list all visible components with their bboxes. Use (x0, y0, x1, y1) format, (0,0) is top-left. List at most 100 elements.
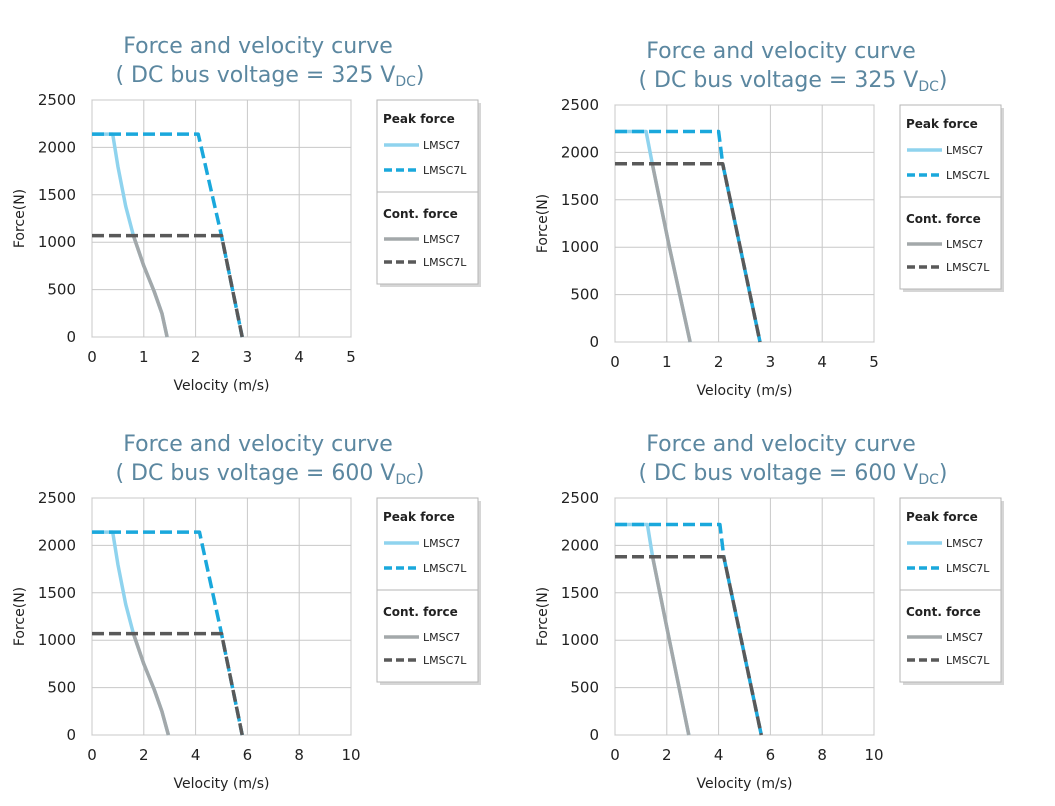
x-tick-label: 6 (766, 746, 776, 764)
y-tick-label: 0 (589, 726, 599, 744)
chart-panel-600v-lmsc7-a: Force and velocity curve ( DC bus voltage… (0, 398, 527, 801)
x-axis-label: Velocity (m/s) (174, 776, 270, 792)
title-voltage-subscript: DC (918, 472, 939, 488)
y-tick-label: 1500 (561, 191, 599, 209)
x-tick-label: 8 (294, 746, 304, 764)
chart-600v-a: Force and velocity curve ( DC bus voltage… (12, 432, 481, 792)
legend-cont-heading: Cont. force (383, 605, 458, 619)
chart-600v-b: Force and velocity curve ( DC bus voltage… (535, 432, 1004, 792)
x-tick-label: 8 (817, 746, 827, 764)
chart-title-line2: ( DC bus voltage = 600 VDC) (115, 461, 424, 488)
x-tick-label: 4 (714, 746, 724, 764)
series-line-cont-force-lmsc7 (131, 633, 171, 736)
series-line-cont-force-lmsc7 (131, 235, 169, 338)
y-tick-label: 2500 (561, 489, 599, 507)
y-tick-label: 2500 (38, 91, 76, 109)
chart-title-line1: Force and velocity curve (123, 432, 393, 457)
chart-panel-600v-lmsc7-b: Force and velocity curve ( DC bus voltage… (523, 398, 1050, 801)
x-tick-label: 4 (294, 348, 304, 366)
y-tick-label: 2500 (561, 96, 599, 114)
title-close-paren: ) (416, 63, 425, 88)
x-axis-label: Velocity (m/s) (697, 776, 793, 792)
x-tick-label: 10 (341, 746, 360, 764)
legend-peak-item-lmsc7l: LMSC7L (946, 562, 990, 575)
x-tick-label: 1 (139, 348, 149, 366)
y-tick-label: 1500 (38, 186, 76, 204)
y-tick-label: 1000 (561, 238, 599, 256)
chart-325v-b: Force and velocity curve ( DC bus voltage… (535, 39, 1004, 399)
y-tick-label: 500 (47, 679, 76, 697)
y-tick-label: 0 (589, 333, 599, 351)
legend-peak-item-lmsc7l: LMSC7L (423, 164, 467, 177)
y-tick-label: 1000 (38, 233, 76, 251)
y-tick-label: 1500 (561, 584, 599, 602)
y-tick-label: 500 (570, 679, 599, 697)
chart-title-line2: ( DC bus voltage = 325 VDC) (115, 63, 424, 90)
x-tick-label: 0 (610, 746, 620, 764)
x-tick-label: 2 (139, 746, 149, 764)
plot-frame (614, 497, 875, 736)
legend-peak-heading: Peak force (383, 112, 455, 126)
title-close-paren: ) (416, 461, 425, 486)
y-tick-label: 500 (47, 281, 76, 299)
legend-cont-item-lmsc7l: LMSC7L (423, 256, 467, 269)
y-tick-label: 0 (66, 328, 76, 346)
chart-title-line2: ( DC bus voltage = 325 VDC) (638, 68, 947, 95)
x-tick-label: 2 (191, 348, 201, 366)
legend-peak-heading: Peak force (906, 510, 978, 524)
series-line-cont-force-lmsc7l (92, 631, 244, 736)
x-tick-label: 0 (610, 353, 620, 371)
legend-cont-item-lmsc7l: LMSC7L (423, 654, 467, 667)
y-axis-label: Force(N) (12, 587, 28, 646)
chart-title-line1: Force and velocity curve (646, 432, 916, 457)
legend-cont-item-lmsc7: LMSC7 (423, 233, 460, 246)
legend-cont-heading: Cont. force (383, 207, 458, 221)
x-tick-label: 2 (662, 746, 672, 764)
title-voltage-text: ( DC bus voltage = 600 V (115, 461, 395, 486)
plot-frame (614, 104, 875, 343)
y-tick-label: 2000 (38, 138, 76, 156)
y-axis-label: Force(N) (535, 194, 551, 253)
y-tick-label: 2000 (561, 536, 599, 554)
series-line-cont-force-lmsc7 (650, 163, 692, 343)
x-tick-label: 5 (346, 348, 356, 366)
legend-cont-heading: Cont. force (906, 605, 981, 619)
title-voltage-subscript: DC (395, 472, 416, 488)
legend-peak-item-lmsc7l: LMSC7L (423, 562, 467, 575)
x-axis-label: Velocity (m/s) (697, 383, 793, 399)
chart-title-line1: Force and velocity curve (123, 34, 393, 59)
y-tick-label: 2000 (561, 143, 599, 161)
title-voltage-text: ( DC bus voltage = 325 V (115, 63, 395, 88)
x-tick-label: 6 (243, 746, 253, 764)
legend-cont-item-lmsc7l: LMSC7L (946, 261, 990, 274)
title-voltage-subscript: DC (395, 74, 416, 90)
title-close-paren: ) (939, 461, 948, 486)
x-tick-label: 3 (243, 348, 253, 366)
y-tick-label: 0 (66, 726, 76, 744)
y-axis-label: Force(N) (535, 587, 551, 646)
y-tick-label: 2000 (38, 536, 76, 554)
y-tick-label: 1500 (38, 584, 76, 602)
x-tick-label: 0 (87, 348, 97, 366)
series-line-peak-force-lmsc7l (615, 522, 764, 736)
chart-325v-a: Force and velocity curve ( DC bus voltage… (12, 34, 481, 394)
chart-panel-325v-lmsc7-a: Force and velocity curve ( DC bus voltage… (0, 0, 527, 403)
x-tick-label: 5 (869, 353, 879, 371)
series-line-cont-force-lmsc7l (615, 555, 764, 736)
series-line-cont-force-lmsc7 (650, 556, 691, 736)
legend-cont-heading: Cont. force (906, 212, 981, 226)
legend-cont-item-lmsc7: LMSC7 (946, 631, 983, 644)
series-line-cont-force-lmsc7l (92, 233, 244, 338)
x-tick-label: 2 (714, 353, 724, 371)
legend-cont-item-lmsc7: LMSC7 (946, 238, 983, 251)
x-tick-label: 4 (191, 746, 201, 764)
title-voltage-text: ( DC bus voltage = 325 V (638, 68, 918, 93)
legend-cont-item-lmsc7l: LMSC7L (946, 654, 990, 667)
y-tick-label: 500 (570, 286, 599, 304)
y-tick-label: 1000 (561, 631, 599, 649)
y-tick-label: 1000 (38, 631, 76, 649)
x-tick-label: 3 (766, 353, 776, 371)
legend-cont-item-lmsc7: LMSC7 (423, 631, 460, 644)
title-voltage-text: ( DC bus voltage = 600 V (638, 461, 918, 486)
title-close-paren: ) (939, 68, 948, 93)
